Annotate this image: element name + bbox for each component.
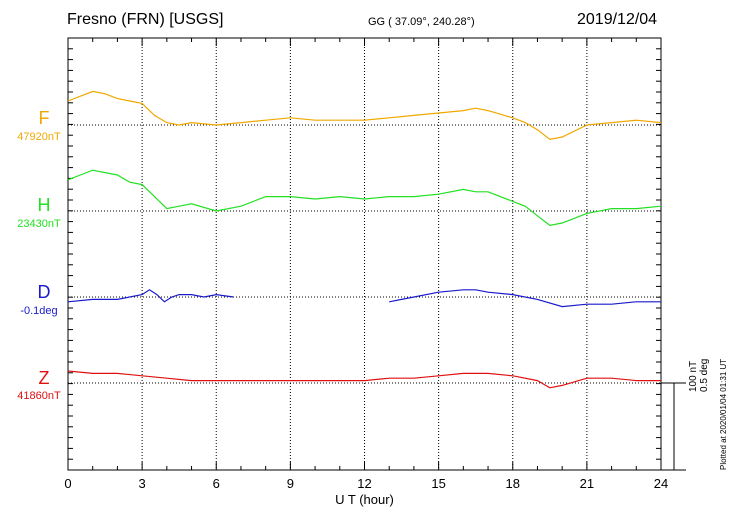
x-tick-label: 9 [287, 476, 294, 491]
series-baseline-d: -0.1deg [20, 305, 58, 317]
x-tick-label: 18 [506, 476, 520, 491]
chart-title: Fresno (FRN) [USGS] [67, 11, 224, 28]
x-tick-label: 15 [431, 476, 445, 491]
x-axis-label: U T (hour) [335, 492, 394, 507]
scale-note: 100 nT 0.5 deg [688, 359, 710, 392]
scale-nt: 100 nT [688, 360, 699, 392]
series-line-h [67, 169, 662, 227]
series-label-f: F [38, 108, 50, 128]
x-tick-label: 3 [139, 476, 146, 491]
station-coordinates: GG ( 37.09°, 240.28°) [368, 16, 475, 28]
series-line-z [67, 370, 661, 389]
series-line-f [67, 90, 662, 141]
series-label-z: Z [38, 368, 50, 388]
series-baseline-h: 23430nT [17, 218, 61, 230]
x-tick-label: 12 [357, 476, 371, 491]
x-tick-label: 21 [580, 476, 594, 491]
chart-date: 2019/12/04 [577, 11, 658, 28]
x-tick-label: 0 [64, 476, 71, 491]
plotted-timestamp: Plotted at 2020/01/04 01:31 UT [719, 358, 728, 470]
x-tick-label: 6 [213, 476, 220, 491]
series-line-d [67, 289, 661, 308]
x-tick-label: 24 [654, 476, 668, 491]
series-label-d: D [37, 282, 51, 302]
series-baseline-f: 47920nT [17, 131, 61, 143]
series-label-h: H [37, 195, 51, 215]
scale-deg: 0.5 deg [699, 358, 710, 392]
series-baseline-z: 41860nT [17, 390, 61, 402]
